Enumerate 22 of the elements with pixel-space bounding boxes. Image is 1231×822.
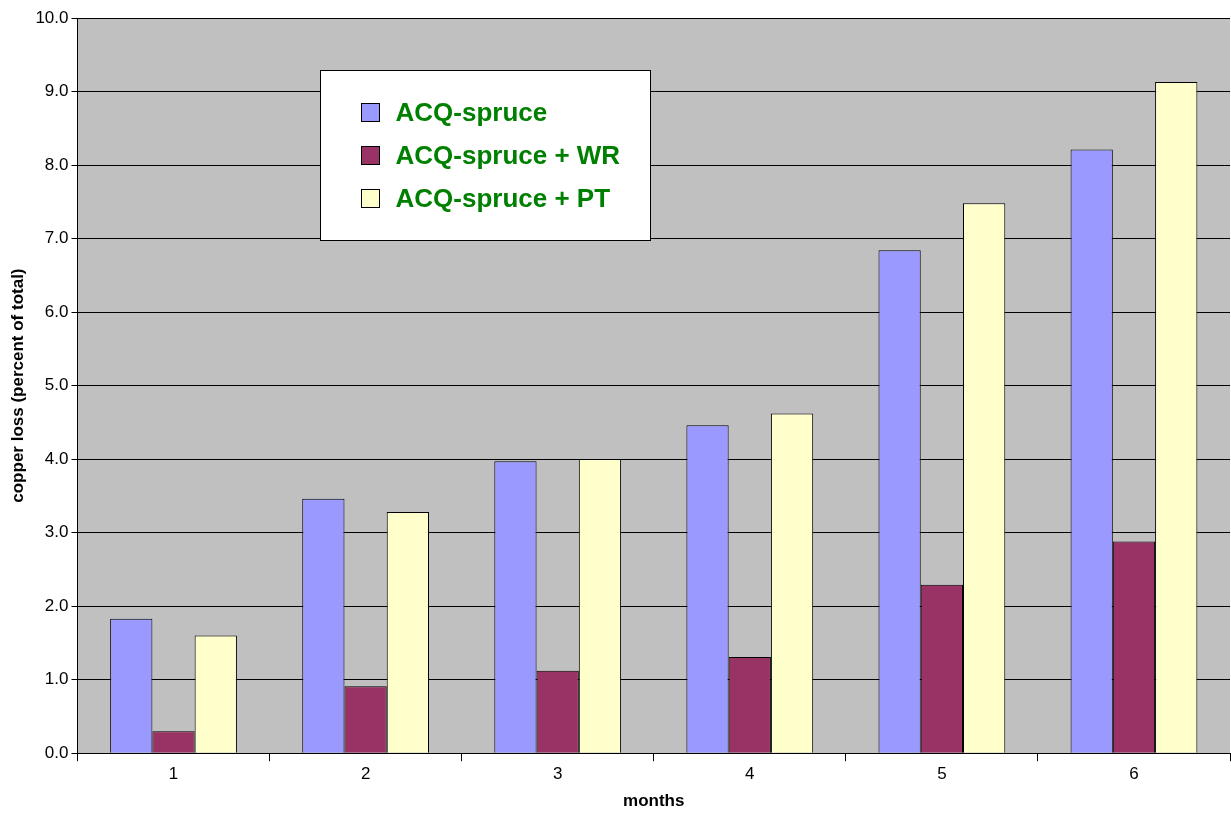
y-tick-label: 2.0 [44,595,69,615]
x-tick-label: 5 [937,764,947,784]
y-tick-label: 9.0 [44,81,69,101]
legend-label: ACQ-spruce [395,97,548,128]
y-tick-label: 5.0 [44,375,69,395]
y-tick-label: 4.0 [44,448,69,468]
y-tick-label: 7.0 [44,228,69,248]
x-tick-label: 6 [1129,764,1139,784]
y-tick-label: 3.0 [44,522,69,542]
x-tick-label: 3 [552,764,563,784]
x-tick-label: 4 [745,764,755,784]
y-tick-label: 8.0 [44,154,69,174]
x-tick-label: 2 [360,764,371,784]
x-axis-title: months [623,791,685,811]
y-tick-label: 6.0 [44,301,69,321]
y-tick-label: 10.0 [35,7,69,27]
y-axis-title: copper loss (percent of total) [7,268,27,503]
y-tick-label: 1.0 [44,669,69,689]
y-tick-label: 0.0 [44,742,69,762]
x-tick-label: 1 [168,764,179,784]
legend-label: ACQ-spruce + PT [395,183,611,214]
legend-label: ACQ-spruce + WR [395,140,621,171]
